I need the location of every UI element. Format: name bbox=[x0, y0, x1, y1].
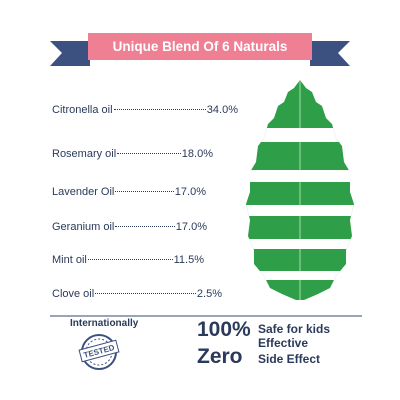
leader-dots bbox=[87, 259, 173, 260]
leaf bbox=[246, 80, 354, 300]
banner-title: Unique Blend Of 6 Naturals bbox=[88, 33, 312, 60]
ingredient-value: 17.0% bbox=[174, 186, 206, 198]
zero: Zero bbox=[197, 345, 243, 368]
leader-dots bbox=[113, 109, 206, 110]
ingredient-row: Rosemary oil 18.0% bbox=[52, 148, 213, 160]
safe: Safe for kids bbox=[258, 322, 331, 336]
ingredient-row: Lavender Oil 17.0% bbox=[52, 186, 206, 198]
ingredient-row: Clove oil 2.5% bbox=[52, 288, 222, 300]
side-effect: Side Effect bbox=[258, 352, 321, 366]
percent: 100% bbox=[197, 318, 251, 341]
leader-dots bbox=[115, 191, 174, 192]
ingredient-row: Citronella oil 34.0% bbox=[52, 104, 238, 116]
leader-dots bbox=[117, 153, 181, 154]
ingredient-name: Mint oil bbox=[52, 254, 87, 266]
ingredient-value: 34.0% bbox=[206, 104, 238, 116]
certified: Internationally bbox=[70, 318, 139, 329]
ribbon-left bbox=[50, 41, 90, 66]
ingredient-name: Geranium oil bbox=[52, 221, 115, 233]
leader-dots bbox=[115, 226, 175, 227]
stamp-band bbox=[78, 339, 120, 363]
leader-dots bbox=[95, 293, 196, 294]
ingredient-name: Clove oil bbox=[52, 288, 95, 300]
ribbon-right bbox=[310, 41, 350, 66]
effective: Effective bbox=[258, 336, 309, 350]
ingredient-row: Mint oil 11.5% bbox=[52, 254, 204, 266]
ingredient-value: 18.0% bbox=[181, 148, 213, 160]
ingredient-row: Geranium oil 17.0% bbox=[52, 221, 207, 233]
ingredient-value: 11.5% bbox=[173, 254, 204, 266]
ingredient-value: 2.5% bbox=[196, 288, 222, 300]
ingredient-name: Rosemary oil bbox=[52, 148, 117, 160]
ingredient-name: Lavender Oil bbox=[52, 186, 115, 198]
ingredient-name: Citronella oil bbox=[52, 104, 113, 116]
ingredient-value: 17.0% bbox=[175, 221, 207, 233]
